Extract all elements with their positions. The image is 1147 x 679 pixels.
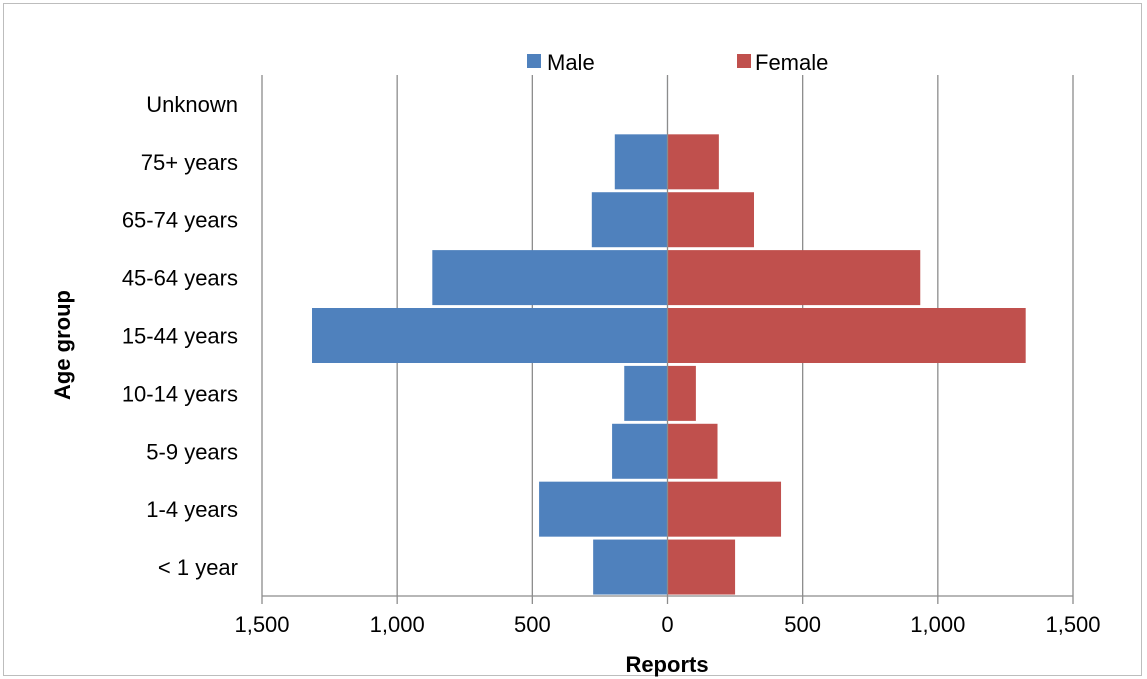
bar-female	[667, 365, 696, 421]
bar-female	[667, 134, 719, 190]
bar-male	[432, 250, 668, 306]
bar-male	[312, 308, 668, 363]
y-category-label: 5-9 years	[146, 439, 238, 464]
bar-male	[624, 365, 668, 421]
x-tick-label: 1,000	[370, 612, 425, 637]
bar-male	[614, 134, 668, 190]
legend-label-female: Female	[755, 50, 828, 75]
y-category-label: 15-44 years	[122, 324, 238, 349]
y-category-label: 1-4 years	[146, 497, 238, 522]
x-tick-label: 1,500	[1045, 612, 1100, 637]
legend-swatch-female	[737, 54, 751, 68]
bar-male	[612, 423, 668, 479]
bar-female	[667, 539, 736, 595]
bar-female	[667, 192, 755, 248]
x-tick-label: 500	[784, 612, 821, 637]
y-category-label: 45-64 years	[122, 266, 238, 291]
y-category-label: Unknown	[146, 92, 238, 117]
legend[interactable]: Male Female	[527, 50, 828, 75]
x-axis-title: Reports	[625, 652, 708, 677]
bar-male	[539, 481, 668, 537]
y-category-label: 10-14 years	[122, 381, 238, 406]
legend-swatch-male	[527, 54, 541, 68]
bars	[312, 76, 1026, 595]
x-tick-label: 1,000	[910, 612, 965, 637]
y-axis-title: Age group	[50, 290, 75, 400]
legend-label-male: Male	[547, 50, 595, 75]
bar-female	[667, 250, 921, 306]
y-category-label: < 1 year	[158, 555, 238, 580]
x-tick-label: 500	[514, 612, 551, 637]
axes	[261, 75, 1074, 604]
x-tick-label: 0	[661, 612, 673, 637]
bar-female	[667, 308, 1026, 363]
x-tick-label: 1,500	[234, 612, 289, 637]
y-category-label: 75+ years	[141, 150, 238, 175]
bar-female	[667, 423, 718, 479]
bar-male	[593, 539, 668, 595]
bar-female	[667, 481, 782, 537]
tick-labels: 1,500 1,000 500 0 500 1,000 1,500 < 1 year 1-4 y…	[122, 92, 1101, 637]
bar-male	[591, 192, 668, 248]
y-category-label: 65-74 years	[122, 208, 238, 233]
